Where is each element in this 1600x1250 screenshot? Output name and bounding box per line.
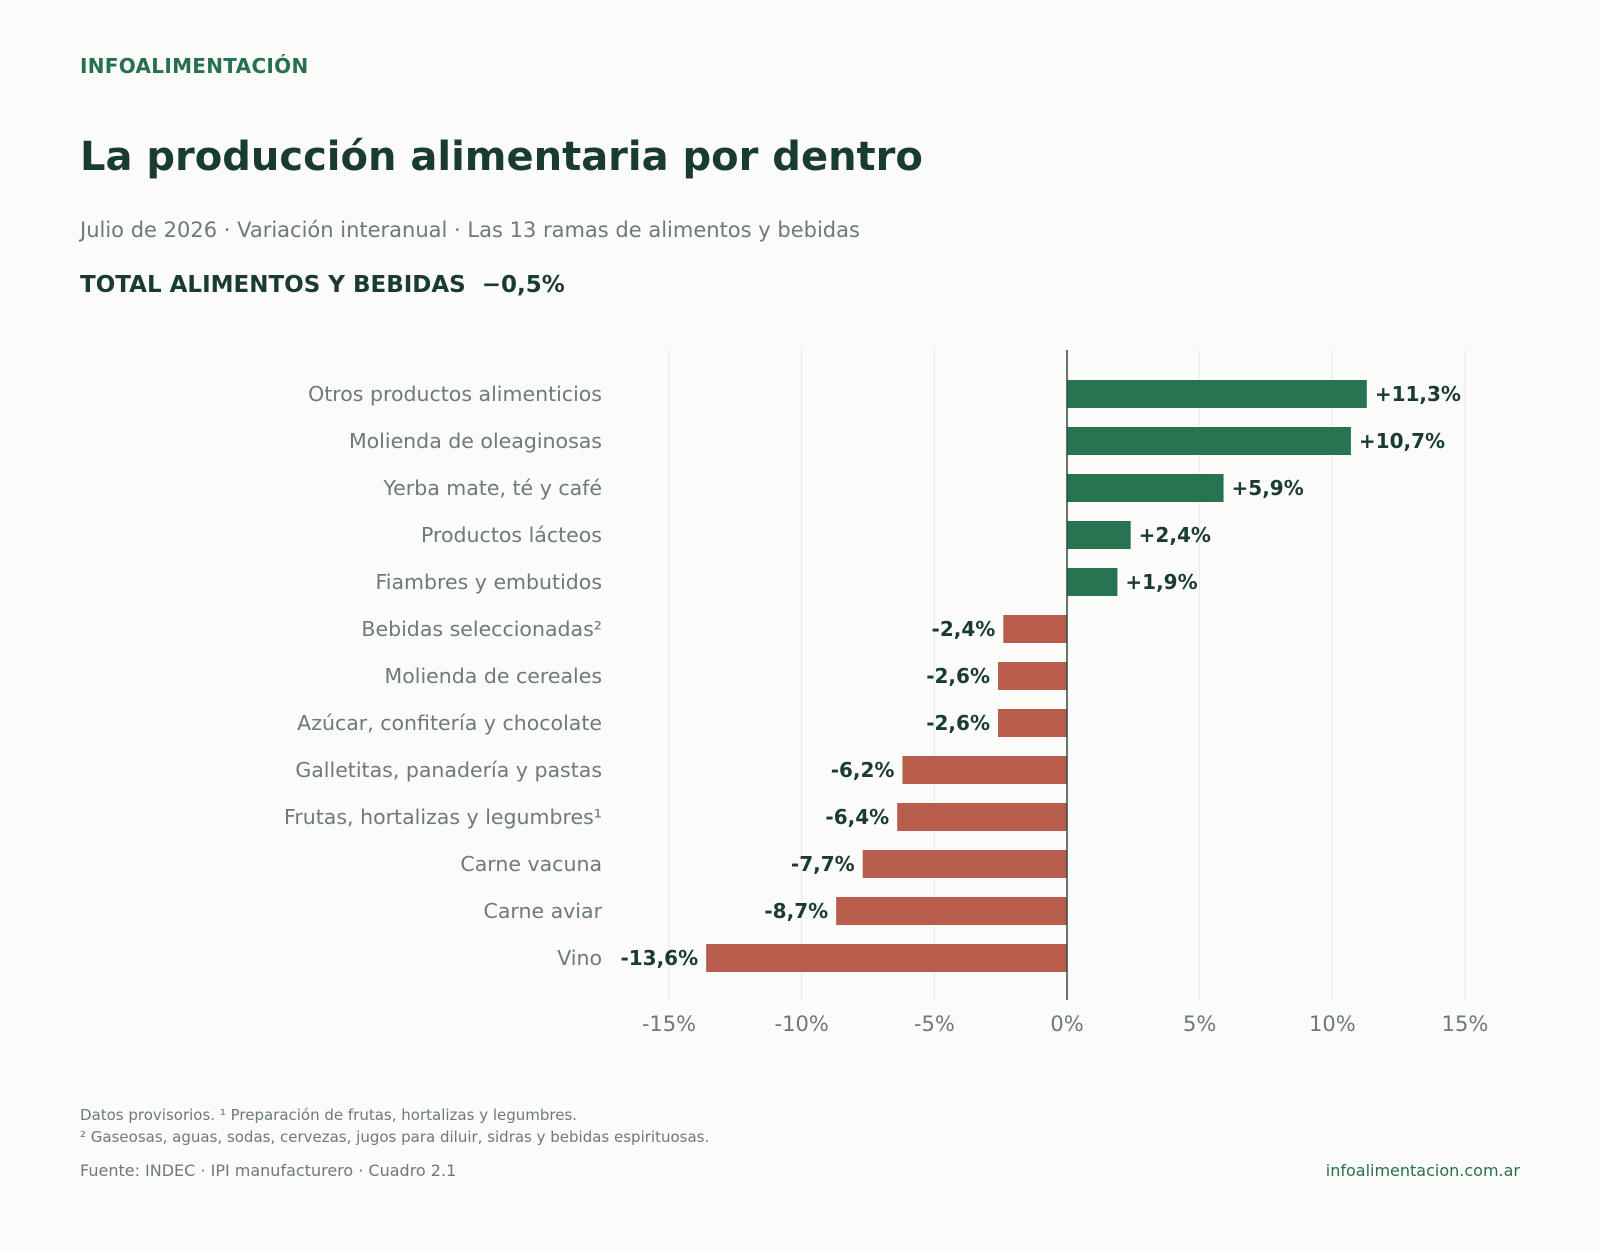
category-label: Carne vacuna	[460, 852, 602, 876]
bar	[998, 709, 1067, 737]
category-label: Vino	[557, 946, 602, 970]
bar	[1067, 521, 1131, 549]
bar	[1067, 568, 1118, 596]
grid-lines	[668, 350, 1466, 1000]
category-label: Productos lácteos	[421, 523, 602, 547]
total-summary: TOTAL ALIMENTOS Y BEBIDAS −0,5%	[80, 272, 565, 298]
data-label: +5,9%	[1232, 476, 1304, 500]
website-link[interactable]: infoalimentacion.com.ar	[1325, 1161, 1520, 1180]
category-label: Galletitas, panadería y pastas	[295, 758, 602, 782]
data-label: +1,9%	[1125, 570, 1197, 594]
x-tick-label: 15%	[1442, 1012, 1489, 1036]
data-label: -13,6%	[620, 946, 698, 970]
category-label: Frutas, hortalizas y legumbres¹	[284, 805, 602, 829]
category-label: Otros productos alimenticios	[308, 382, 602, 406]
category-label: Carne aviar	[484, 899, 603, 923]
data-label: -2,6%	[926, 664, 990, 688]
x-tick-label: 5%	[1183, 1012, 1216, 1036]
x-tick-label: -10%	[775, 1012, 829, 1036]
data-label: -7,7%	[791, 852, 855, 876]
footnote-2: ² Gaseosas, aguas, sodas, cervezas, jugo…	[80, 1128, 710, 1146]
category-label: Yerba mate, té y café	[382, 476, 602, 500]
bar	[998, 662, 1067, 690]
bar-chart: -15% -10% -5% 0% 5% 10% 15% Otros productos ali…	[284, 350, 1488, 1036]
category-label: Bebidas seleccionadas²	[361, 617, 602, 641]
category-label: Fiambres y embutidos	[375, 570, 602, 594]
data-label: -6,4%	[825, 805, 889, 829]
category-label: Molienda de cereales	[385, 664, 602, 688]
labels: -15% -10% -5% 0% 5% 10% 15% Otros productos ali…	[284, 382, 1488, 1036]
bars	[706, 380, 1367, 972]
data-label: -2,6%	[926, 711, 990, 735]
x-tick-label: -5%	[914, 1012, 955, 1036]
x-tick-label: 10%	[1309, 1012, 1356, 1036]
bar	[836, 897, 1067, 925]
bar	[706, 944, 1067, 972]
chart-subtitle: Julio de 2026 · Variación interanual · L…	[80, 218, 860, 242]
bar	[862, 850, 1067, 878]
brand-name: INFOALIMENTACIÓN	[80, 54, 309, 78]
data-label: +10,7%	[1359, 429, 1445, 453]
bar	[902, 756, 1067, 784]
bar	[1067, 474, 1224, 502]
category-label: Molienda de oleaginosas	[349, 429, 602, 453]
data-label: +11,3%	[1375, 382, 1461, 406]
footnote-1: Datos provisorios. ¹ Preparación de frut…	[80, 1106, 578, 1124]
x-tick-label: -15%	[642, 1012, 696, 1036]
chart-title: La producción alimentaria por dentro	[80, 134, 923, 180]
data-label: -8,7%	[764, 899, 828, 923]
data-label: -2,4%	[932, 617, 996, 641]
data-label: +2,4%	[1139, 523, 1211, 547]
x-tick-label: 0%	[1050, 1012, 1083, 1036]
data-label: -6,2%	[831, 758, 895, 782]
bar	[1067, 427, 1351, 455]
category-label: Azúcar, confitería y chocolate	[297, 711, 602, 735]
bar	[1067, 380, 1367, 408]
source-note: Fuente: INDEC · IPI manufacturero · Cuad…	[80, 1161, 457, 1180]
bar	[1003, 615, 1067, 643]
bar	[897, 803, 1067, 831]
